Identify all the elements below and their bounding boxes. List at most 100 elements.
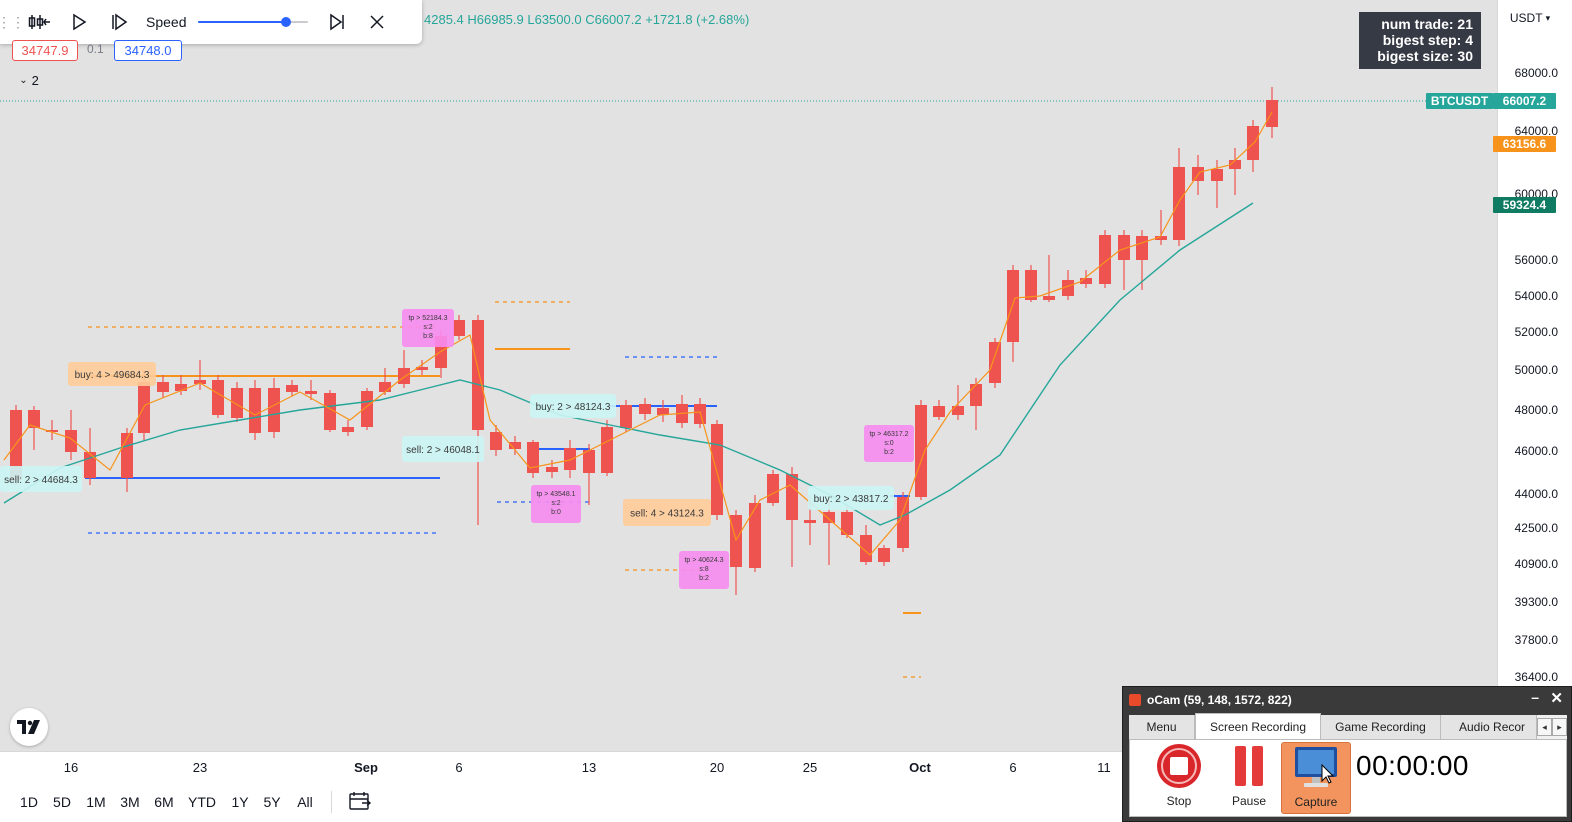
toolbar-divider: [331, 791, 332, 813]
time-tick: 16: [63, 760, 79, 775]
stats-biggest-step: bigest step: 4: [1382, 32, 1473, 48]
candle-body: [1229, 160, 1241, 169]
range-button-1d[interactable]: 1D: [20, 794, 38, 810]
candle-body: [620, 405, 632, 428]
tab-scroll-right-icon[interactable]: ▸: [1552, 718, 1567, 736]
strategy-label-text: s:0: [884, 440, 893, 447]
ohlc-values: 4285.4 H66985.9 L63500.0 C66007.2 +1721.…: [424, 12, 750, 27]
strategy-label: sell: 4 > 43124.3: [623, 499, 711, 526]
range-button-5y[interactable]: 5Y: [263, 794, 281, 810]
price-axis[interactable]: 68000.0 64000.0 60000.0 56000.0 54000.0 52000…: [1497, 0, 1572, 751]
stop-label: Stop: [1166, 794, 1192, 808]
candle-body: [527, 442, 539, 473]
strategy-label-text: buy: 4 > 49684.3: [75, 370, 150, 381]
candle-body: [453, 320, 465, 336]
strategy-label-background: [623, 499, 711, 526]
tradingview-logo[interactable]: [10, 708, 48, 746]
candle-body: [639, 404, 651, 414]
speed-slider-thumb[interactable]: [281, 17, 292, 27]
ocam-title: oCam (59, 148, 1572, 822): [1147, 693, 1292, 707]
candle-body: [379, 382, 391, 392]
stats-biggest-size: bigest size: 30: [1377, 48, 1473, 64]
strategy-stats-box: num trade: 21 bigest step: 4 bigest size…: [1359, 12, 1481, 69]
price-badge-value: 66007.2: [1493, 93, 1556, 109]
play-icon: [73, 13, 87, 31]
time-tick: 6: [1009, 760, 1017, 775]
select-bar-button[interactable]: [22, 5, 56, 39]
currency-selector[interactable]: USDT ▾: [1505, 7, 1555, 29]
recording-timer: 00:00:00: [1356, 750, 1469, 781]
range-button-1y[interactable]: 1Y: [231, 794, 249, 810]
close-replay-button[interactable]: [360, 5, 394, 39]
candle-body: [231, 388, 243, 418]
range-button-3m[interactable]: 3M: [120, 794, 140, 810]
candle-body: [711, 424, 723, 515]
strategy-label-text: s:2: [423, 324, 432, 331]
candle-body: [1155, 236, 1167, 240]
tradingview-logo-icon: [17, 720, 40, 734]
capture-button[interactable]: Capture: [1281, 742, 1351, 814]
candle-body: [286, 385, 298, 392]
strategy-label-background: [864, 425, 914, 462]
close-icon[interactable]: ✕: [1550, 690, 1563, 707]
go-to-date-icon[interactable]: [348, 791, 372, 813]
candle-body: [564, 448, 576, 470]
candle-body: [472, 320, 484, 430]
time-tick: 25: [802, 760, 818, 775]
strategy-label-text: s:2: [551, 500, 560, 507]
monitor-icon: [1295, 747, 1337, 787]
price-badge-value: 59324.4: [1493, 197, 1556, 213]
candlestick-chart[interactable]: tp > 52184.3 s:2 b:8 buy: 4 > 49684.3 buy: 2…: [0, 0, 1497, 751]
range-button-6m[interactable]: 6M: [154, 794, 174, 810]
chart-pane[interactable]: tp > 52184.3 s:2 b:8 buy: 4 > 49684.3 buy: 2…: [0, 0, 1497, 751]
price-tick: 52000.0: [1514, 325, 1558, 339]
candle-body: [121, 433, 133, 478]
candle-body: [878, 548, 890, 562]
jump-to-realtime-button[interactable]: [320, 5, 354, 39]
strategy-label: buy: 4 > 49684.3: [68, 362, 156, 386]
ocam-window: oCam (59, 148, 1572, 822) – ✕ Menu Scree…: [1122, 686, 1572, 822]
candle-body: [249, 388, 261, 433]
candle-body: [361, 391, 373, 427]
drag-handle-icon[interactable]: ⋮⋮: [0, 13, 25, 30]
strategy-label: sell: 2 > 44684.3: [0, 466, 82, 492]
candle-body: [915, 405, 927, 497]
buy-price-button[interactable]: 34748.0: [114, 40, 182, 61]
tab-scroll-buttons: ◂ ▸: [1537, 718, 1567, 736]
tab-game-recording[interactable]: Game Recording: [1321, 715, 1441, 739]
candle-body: [157, 382, 169, 392]
forward-step-button[interactable]: [102, 5, 136, 39]
indicators-toggle[interactable]: ⌄ 2: [12, 69, 46, 91]
replay-toolbar: ⋮⋮ Speed: [0, 0, 422, 44]
play-button[interactable]: [62, 5, 96, 39]
strategy-label-text: b:2: [699, 575, 709, 582]
speed-slider[interactable]: [198, 12, 309, 32]
strategy-label: sell: 2 > 46048.1: [402, 436, 484, 462]
tab-scroll-left-icon[interactable]: ◂: [1537, 718, 1552, 736]
ocam-title-bar[interactable]: oCam (59, 148, 1572, 822) – ✕: [1123, 687, 1571, 713]
range-button-1m[interactable]: 1M: [86, 794, 106, 810]
stats-num-trade: num trade: 21: [1381, 16, 1473, 32]
candle-body: [305, 391, 317, 394]
candle-body: [786, 474, 798, 520]
minimize-icon[interactable]: –: [1531, 689, 1539, 705]
sell-price-button[interactable]: 34747.9: [12, 40, 78, 61]
strategy-label-text: tp > 52184.3: [408, 315, 447, 322]
strategy-label: tp > 43548.1 s:2 b:0: [531, 485, 581, 523]
range-button-ytd[interactable]: YTD: [188, 794, 216, 810]
pause-button[interactable]: Pause: [1214, 742, 1284, 814]
tab-menu[interactable]: Menu: [1129, 715, 1195, 739]
candle-body: [897, 497, 909, 548]
price-tick: 37800.0: [1514, 633, 1558, 647]
candle-body: [175, 384, 187, 391]
range-button-all[interactable]: All: [297, 794, 313, 810]
price-tick: 44000.0: [1514, 487, 1558, 501]
price-tick: 64000.0: [1514, 124, 1558, 138]
strategy-label-text: sell: 4 > 43124.3: [630, 509, 704, 520]
tab-audio-recording[interactable]: Audio Recor: [1441, 715, 1537, 739]
bottom-toolbar: 1D 5D 1M 3M 6M YTD 1Y 5Y All: [0, 781, 1125, 822]
tab-screen-recording[interactable]: Screen Recording: [1195, 713, 1321, 739]
range-button-5d[interactable]: 5D: [53, 794, 71, 810]
stop-button[interactable]: Stop: [1144, 742, 1214, 814]
candle-body: [601, 427, 613, 473]
